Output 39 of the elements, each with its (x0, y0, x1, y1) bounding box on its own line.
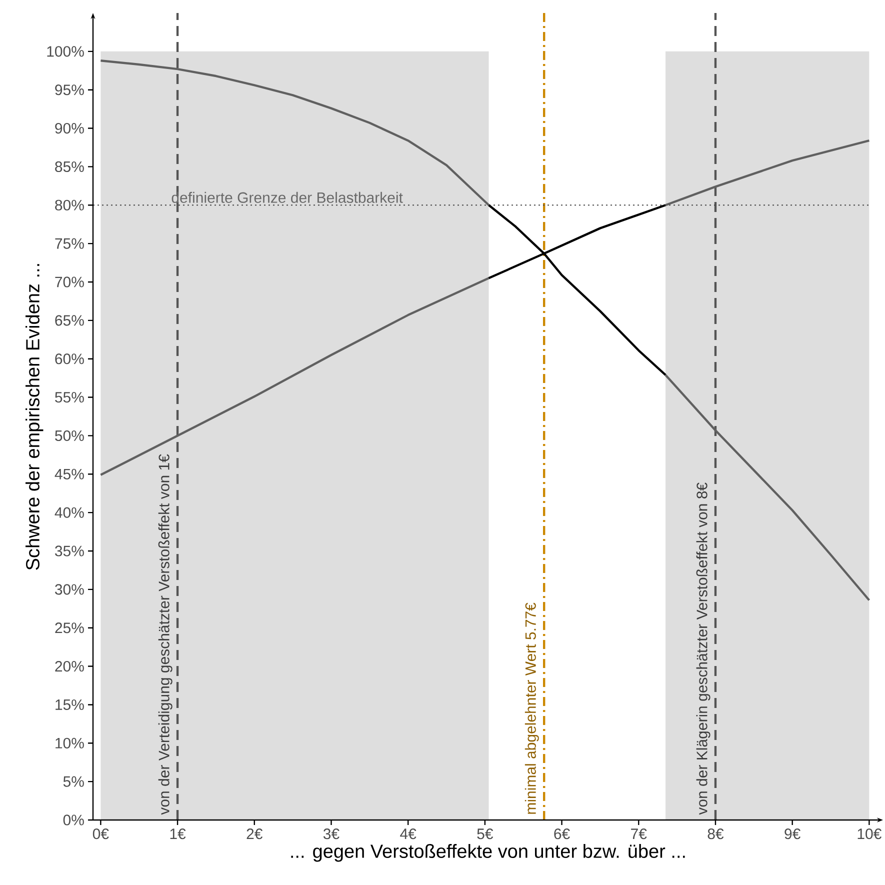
x-tick-label: 7€ (631, 828, 647, 840)
y-tick-label: 30% (55, 584, 84, 595)
y-tick-label: 25% (55, 622, 84, 634)
y-tick-label: 0% (63, 814, 84, 826)
x-tick-label: 1€ (170, 828, 186, 840)
y-tick-label: 20% (55, 660, 84, 672)
x-axis-title: ... gegen Verstoßeffekte von unter bzw. über ... (291, 844, 685, 862)
x-tick-label: 2€ (246, 828, 263, 840)
y-axis-title: Schwere der empirischen Evidenz ... (26, 264, 44, 570)
y-tick-label: 55% (55, 392, 84, 403)
x-tick-label: 10€ (858, 828, 882, 840)
y-tick-label: 80% (55, 200, 84, 210)
y-tick-label: 45% (54, 468, 84, 480)
x-tick-label: 6€ (554, 828, 570, 840)
y-tick-label: 60% (55, 354, 84, 364)
x-tick-label: 5€ (477, 828, 494, 840)
y-tick-label: 40% (54, 507, 84, 518)
ref-line-label: definierte Grenze der Belastbarkeit (172, 192, 403, 203)
x-tick-label: 3€ (323, 828, 340, 840)
y-tick-label: 75% (55, 238, 84, 249)
line-series (488, 204, 667, 376)
y-tick-label: 35% (55, 546, 84, 556)
y-tick-label: 65% (55, 315, 84, 326)
y-tick-label: 70% (55, 276, 84, 288)
x-tick-label: 8€ (708, 828, 724, 840)
y-tick-label: 5% (63, 776, 84, 787)
ref-line-label: von der Klägerin geschätzter Verstoßeffekt von 8€ (696, 482, 710, 815)
x-tick-label: 9€ (784, 828, 800, 840)
ref-line-label: minimal abgelehnter Wert 5.77€ (524, 602, 539, 814)
y-tick-label: 85% (55, 161, 84, 172)
y-tick-label: 10% (56, 738, 84, 748)
x-tick-label: 4€ (400, 828, 416, 840)
ref-line-label: von der Verteidigung geschätzter Verstoßeffekt von 1€ (158, 454, 172, 815)
y-tick-label: 95% (55, 84, 84, 96)
y-tick-label: 90% (55, 122, 84, 134)
y-tick-label: 50% (55, 430, 84, 442)
y-tick-label: 15% (56, 699, 84, 710)
y-tick-label: 100% (47, 46, 84, 57)
x-tick-label: 0€ (92, 828, 109, 840)
